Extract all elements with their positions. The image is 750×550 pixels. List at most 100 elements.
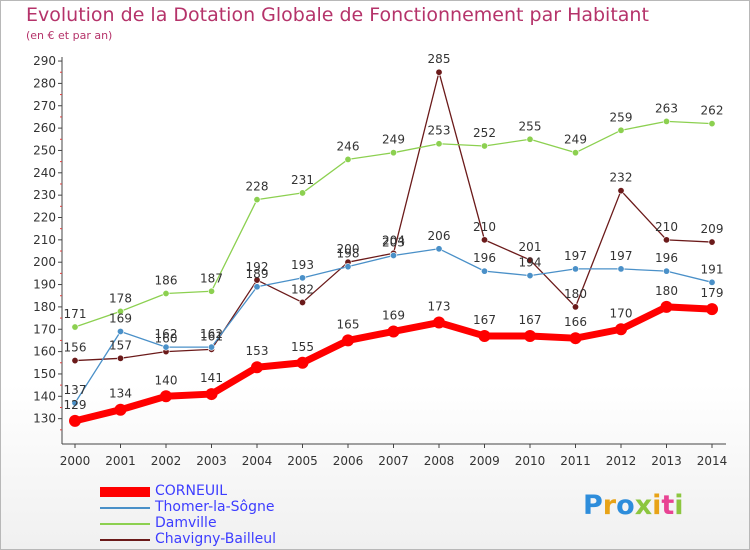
data-label-thomer-la-sogne: 193 — [291, 258, 314, 272]
legend-item: Thomer-la-Sôgne — [100, 500, 400, 516]
data-point-damville — [163, 290, 169, 296]
data-point-chavigny-bailleul — [663, 237, 669, 243]
data-point-damville — [572, 149, 578, 155]
data-point-thomer-la-sogne — [345, 263, 351, 269]
data-label-damville: 263 — [655, 101, 678, 115]
x-tick-label: 2000 — [60, 454, 91, 468]
data-point-thomer-la-sogne — [572, 266, 578, 272]
x-tick-label: 2001 — [105, 454, 136, 468]
data-label-thomer-la-sogne: 197 — [610, 249, 633, 263]
data-point-thomer-la-sogne — [436, 246, 442, 252]
data-label-damville: 259 — [610, 110, 633, 124]
data-point-corneuil — [342, 334, 354, 346]
data-point-damville — [527, 136, 533, 142]
y-tick-label: 230 — [33, 188, 56, 202]
data-label-corneuil: 140 — [155, 373, 178, 387]
data-label-chavigny-bailleul: 210 — [473, 220, 496, 234]
x-tick-label: 2011 — [560, 454, 591, 468]
data-point-damville — [345, 156, 351, 162]
legend-swatch — [100, 487, 150, 497]
legend-swatch — [100, 539, 150, 541]
data-point-damville — [481, 143, 487, 149]
data-point-chavigny-bailleul — [72, 357, 78, 363]
data-label-thomer-la-sogne: 169 — [109, 311, 132, 325]
data-label-damville: 253 — [428, 124, 451, 138]
legend-swatch — [100, 523, 150, 525]
y-tick-label: 250 — [33, 143, 56, 157]
data-label-damville: 262 — [701, 104, 724, 118]
data-point-damville — [618, 127, 624, 133]
data-point-chavigny-bailleul — [709, 239, 715, 245]
y-tick-label: 130 — [33, 412, 56, 426]
legend-item: Damville — [100, 516, 400, 532]
data-point-chavigny-bailleul — [572, 304, 578, 310]
data-point-damville — [436, 141, 442, 147]
y-tick-label: 270 — [33, 99, 56, 113]
data-label-chavigny-bailleul: 209 — [701, 222, 724, 236]
data-point-corneuil — [297, 357, 309, 369]
legend-item: CORNEUIL — [100, 484, 400, 500]
y-tick-label: 260 — [33, 121, 56, 135]
data-point-chavigny-bailleul — [481, 237, 487, 243]
data-label-chavigny-bailleul: 157 — [109, 338, 132, 352]
data-point-corneuil — [160, 390, 172, 402]
data-label-corneuil: 166 — [564, 315, 587, 329]
data-point-corneuil — [570, 332, 582, 344]
data-label-damville: 252 — [473, 126, 496, 140]
data-label-damville: 255 — [519, 119, 542, 133]
data-label-chavigny-bailleul: 232 — [610, 171, 633, 185]
data-label-damville: 228 — [246, 180, 269, 194]
data-label-damville: 171 — [64, 307, 87, 321]
y-tick-label: 210 — [33, 233, 56, 247]
data-label-corneuil: 167 — [519, 313, 542, 327]
data-point-corneuil — [115, 404, 127, 416]
data-label-thomer-la-sogne: 162 — [155, 327, 178, 341]
legend-label: Thomer-la-Sôgne — [155, 499, 275, 515]
y-tick-label: 140 — [33, 389, 56, 403]
data-point-corneuil — [388, 325, 400, 337]
data-point-chavigny-bailleul — [299, 299, 305, 305]
data-label-damville: 178 — [109, 291, 132, 305]
data-label-corneuil: 134 — [109, 387, 132, 401]
data-label-chavigny-bailleul: 201 — [519, 240, 542, 254]
data-label-thomer-la-sogne: 206 — [428, 229, 451, 243]
data-label-damville: 187 — [200, 271, 223, 285]
data-point-damville — [254, 196, 260, 202]
y-tick-label: 190 — [33, 278, 56, 292]
data-label-thomer-la-sogne: 189 — [246, 267, 269, 281]
data-point-damville — [208, 288, 214, 294]
x-tick-label: 2008 — [424, 454, 455, 468]
data-label-corneuil: 179 — [701, 286, 724, 300]
y-tick-label: 170 — [33, 322, 56, 336]
data-label-corneuil: 167 — [473, 313, 496, 327]
y-tick-label: 180 — [33, 300, 56, 314]
x-tick-label: 2002 — [151, 454, 182, 468]
data-label-thomer-la-sogne: 162 — [200, 327, 223, 341]
data-label-chavigny-bailleul: 182 — [291, 282, 314, 296]
data-point-damville — [299, 190, 305, 196]
proxiti-logo: Proxiti — [583, 490, 684, 521]
data-point-damville — [72, 324, 78, 330]
line-chart: 1301401501601701801902002102202302402502… — [0, 0, 750, 550]
data-point-thomer-la-sogne — [663, 268, 669, 274]
data-label-chavigny-bailleul: 180 — [564, 287, 587, 301]
data-label-damville: 249 — [564, 133, 587, 147]
y-tick-label: 280 — [33, 76, 56, 90]
data-point-thomer-la-sogne — [481, 268, 487, 274]
data-label-corneuil: 153 — [246, 344, 269, 358]
data-label-chavigny-bailleul: 156 — [64, 341, 87, 355]
data-point-thomer-la-sogne — [390, 252, 396, 258]
data-point-thomer-la-sogne — [299, 275, 305, 281]
legend-item: Chavigny-Bailleul — [100, 532, 400, 548]
x-tick-label: 2010 — [515, 454, 546, 468]
data-label-corneuil: 165 — [337, 317, 360, 331]
x-tick-label: 2012 — [606, 454, 637, 468]
x-tick-label: 2009 — [469, 454, 500, 468]
data-point-damville — [663, 118, 669, 124]
data-label-damville: 231 — [291, 173, 314, 187]
data-label-damville: 246 — [337, 139, 360, 153]
legend-label: CORNEUIL — [155, 483, 227, 499]
data-point-corneuil — [524, 330, 536, 342]
data-label-chavigny-bailleul: 210 — [655, 220, 678, 234]
data-point-corneuil — [706, 303, 718, 315]
